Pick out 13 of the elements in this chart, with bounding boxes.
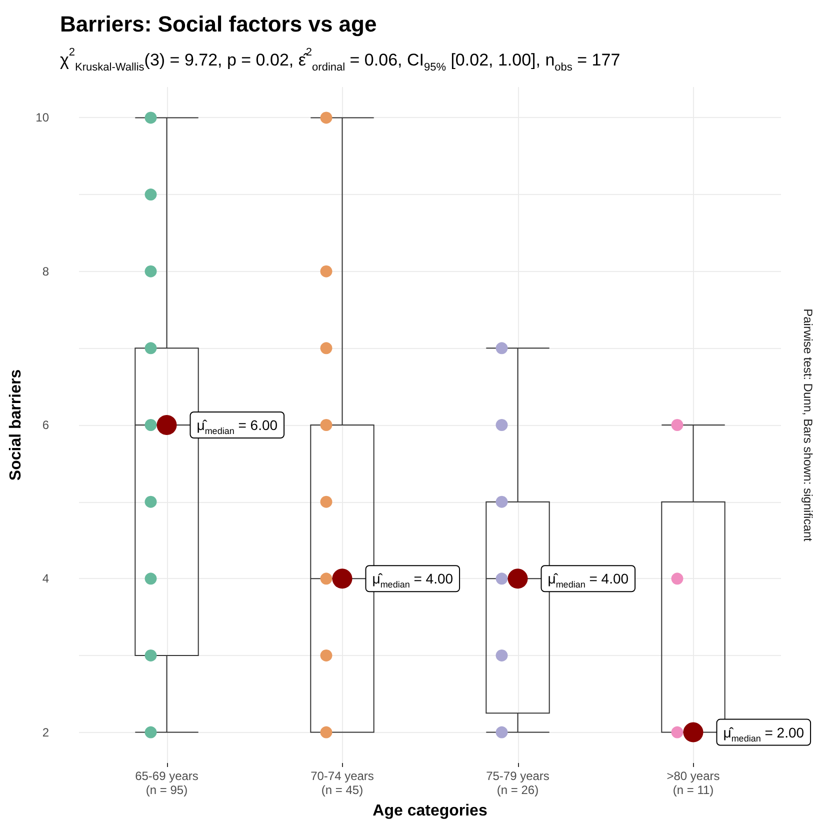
x-axis-title: Age categories	[372, 802, 488, 820]
text: Pairwise test: Dunn, Bars shown: significant	[801, 308, 815, 542]
x-tick-label: 65-69 years (n = 95)	[135, 769, 198, 797]
x-tick-label: 70-74 years (n = 45)	[310, 769, 374, 797]
y-tick-label: 10	[36, 110, 50, 125]
y-tick-label: 6	[42, 418, 50, 432]
x-tick-label: 75-79 years (n = 26)	[486, 769, 550, 797]
y-tick-label: 2	[42, 725, 50, 740]
x-tick-label: >80 years (n = 11)	[666, 769, 720, 797]
y-tick-label: 8	[42, 264, 50, 278]
chart-title: Barriers: Social factors vs age	[60, 12, 377, 36]
y-tick-label: 4	[42, 572, 50, 586]
y-axis-title: Social barriers	[8, 369, 24, 481]
